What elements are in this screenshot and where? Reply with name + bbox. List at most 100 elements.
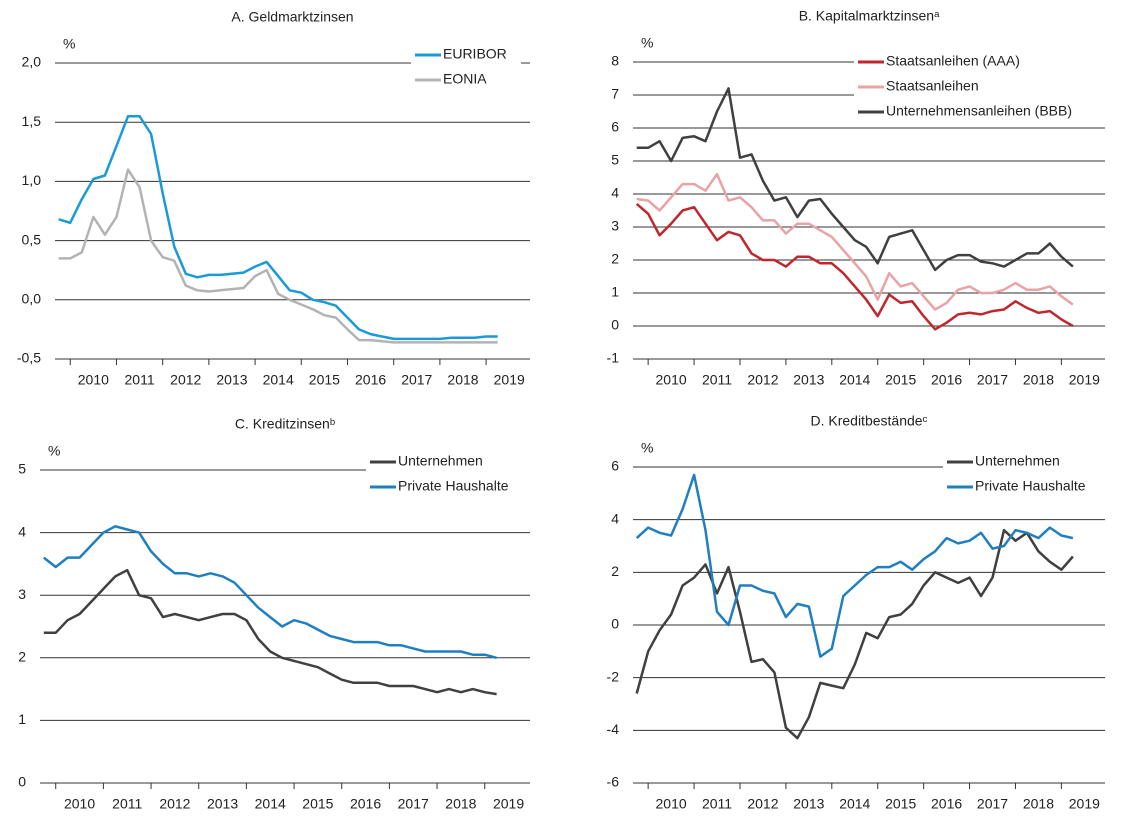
x-tick-label: 2016 bbox=[350, 796, 381, 812]
y-tick-label: 5 bbox=[611, 152, 619, 168]
y-tick-label: 6 bbox=[611, 119, 619, 135]
x-tick-label: 2018 bbox=[447, 372, 478, 388]
x-tick-label: 2019 bbox=[1069, 372, 1100, 388]
legend-label: Unternehmen bbox=[398, 453, 483, 469]
y-tick-label: -1 bbox=[607, 350, 620, 366]
x-tick-label: 2010 bbox=[656, 796, 687, 812]
y-tick-label: 8 bbox=[611, 53, 619, 69]
y-tick-label: 4 bbox=[611, 185, 619, 201]
y-tick-label: -4 bbox=[607, 721, 620, 737]
legend-label: Private Haushalte bbox=[975, 478, 1086, 494]
series-line bbox=[635, 202, 1074, 331]
x-tick-label: 2018 bbox=[1023, 372, 1054, 388]
x-tick-label: 2014 bbox=[839, 796, 870, 812]
legend-label: Staatsanleihen bbox=[886, 78, 979, 94]
y-tick-label: 1 bbox=[18, 711, 26, 727]
x-tick-label: 2011 bbox=[702, 796, 732, 812]
y-tick-label: 0,5 bbox=[22, 231, 42, 247]
x-tick-label: 2016 bbox=[931, 372, 962, 388]
x-tick-label: 2012 bbox=[747, 372, 778, 388]
chart-title: B. Kapitalmarktzinsenᵃ bbox=[799, 8, 940, 24]
legend-label: Private Haushalte bbox=[398, 478, 509, 494]
x-tick-label: 2014 bbox=[263, 372, 294, 388]
x-tick-label: 2017 bbox=[977, 796, 1008, 812]
x-tick-label: 2016 bbox=[355, 372, 386, 388]
x-tick-label: 2019 bbox=[493, 796, 524, 812]
series-line bbox=[43, 568, 497, 696]
series-line bbox=[636, 87, 1074, 272]
chart-title: C. Kreditzinsenᵇ bbox=[235, 416, 335, 432]
x-tick-label: 2013 bbox=[793, 796, 824, 812]
legend-background bbox=[366, 450, 541, 500]
y-tick-label: 0 bbox=[611, 616, 619, 632]
x-tick-label: 2011 bbox=[702, 372, 732, 388]
y-tick-label: 2 bbox=[18, 649, 26, 665]
x-tick-label: 2012 bbox=[747, 796, 778, 812]
x-tick-label: 2018 bbox=[1023, 796, 1054, 812]
x-tick-label: 2011 bbox=[112, 796, 142, 812]
y-tick-label: 5 bbox=[18, 461, 26, 477]
x-tick-label: 2014 bbox=[839, 372, 870, 388]
series-line bbox=[58, 168, 498, 344]
unit-label: % bbox=[48, 443, 60, 459]
x-tick-label: 2015 bbox=[309, 372, 340, 388]
x-tick-label: 2010 bbox=[656, 372, 687, 388]
x-tick-label: 2012 bbox=[159, 796, 190, 812]
y-tick-label: 2 bbox=[611, 251, 619, 267]
y-tick-label: 6 bbox=[611, 458, 619, 474]
y-tick-label: 1 bbox=[611, 284, 619, 300]
x-tick-label: 2010 bbox=[64, 796, 95, 812]
x-tick-label: 2015 bbox=[302, 796, 333, 812]
x-tick-label: 2011 bbox=[125, 372, 155, 388]
unit-label: % bbox=[63, 36, 75, 52]
y-tick-label: 4 bbox=[611, 510, 619, 526]
y-tick-label: 4 bbox=[18, 523, 26, 539]
unit-label: % bbox=[641, 440, 653, 456]
x-tick-label: 2015 bbox=[885, 372, 916, 388]
chart-title: D. Kreditbeständeᶜ bbox=[810, 413, 927, 429]
x-tick-label: 2013 bbox=[793, 372, 824, 388]
y-tick-label: 0 bbox=[611, 317, 619, 333]
legend-label: Unternehmen bbox=[975, 453, 1060, 469]
series-line bbox=[43, 525, 497, 660]
x-tick-label: 2012 bbox=[170, 372, 201, 388]
x-tick-label: 2017 bbox=[401, 372, 432, 388]
legend-label: EURIBOR bbox=[443, 46, 507, 62]
x-tick-label: 2010 bbox=[78, 372, 109, 388]
y-tick-label: 3 bbox=[18, 586, 26, 602]
unit-label: % bbox=[641, 35, 653, 51]
series-line bbox=[636, 172, 1074, 311]
x-tick-label: 2014 bbox=[255, 796, 286, 812]
y-tick-label: 2 bbox=[611, 563, 619, 579]
x-tick-label: 2017 bbox=[977, 372, 1008, 388]
x-tick-label: 2019 bbox=[494, 372, 525, 388]
y-tick-label: -6 bbox=[607, 774, 620, 790]
y-tick-label: -0,5 bbox=[17, 350, 41, 366]
y-tick-label: 0 bbox=[18, 774, 26, 790]
legend-background bbox=[943, 450, 1118, 500]
y-tick-label: 2,0 bbox=[22, 54, 42, 70]
legend-label: Staatsanleihen (AAA) bbox=[886, 53, 1020, 69]
legend-background bbox=[411, 43, 521, 93]
x-tick-label: 2016 bbox=[931, 796, 962, 812]
x-tick-label: 2018 bbox=[445, 796, 476, 812]
x-tick-label: 2013 bbox=[207, 796, 238, 812]
y-tick-label: 0,0 bbox=[22, 291, 42, 307]
y-tick-label: -2 bbox=[607, 668, 620, 684]
y-tick-label: 7 bbox=[611, 86, 619, 102]
series-line bbox=[635, 528, 1074, 740]
chart-title: A. Geldmarktzinsen bbox=[231, 9, 353, 25]
y-tick-label: 3 bbox=[611, 218, 619, 234]
y-tick-label: 1,5 bbox=[22, 113, 42, 129]
x-tick-label: 2017 bbox=[398, 796, 429, 812]
y-tick-label: 1,0 bbox=[22, 172, 42, 188]
x-tick-label: 2019 bbox=[1069, 796, 1100, 812]
legend-label: Unternehmensanleihen (BBB) bbox=[886, 103, 1072, 119]
legend-background bbox=[854, 50, 1124, 125]
series-line bbox=[58, 115, 498, 341]
legend-label: EONIA bbox=[443, 71, 487, 87]
series-line bbox=[635, 473, 1074, 658]
x-tick-label: 2015 bbox=[885, 796, 916, 812]
x-tick-label: 2013 bbox=[216, 372, 247, 388]
